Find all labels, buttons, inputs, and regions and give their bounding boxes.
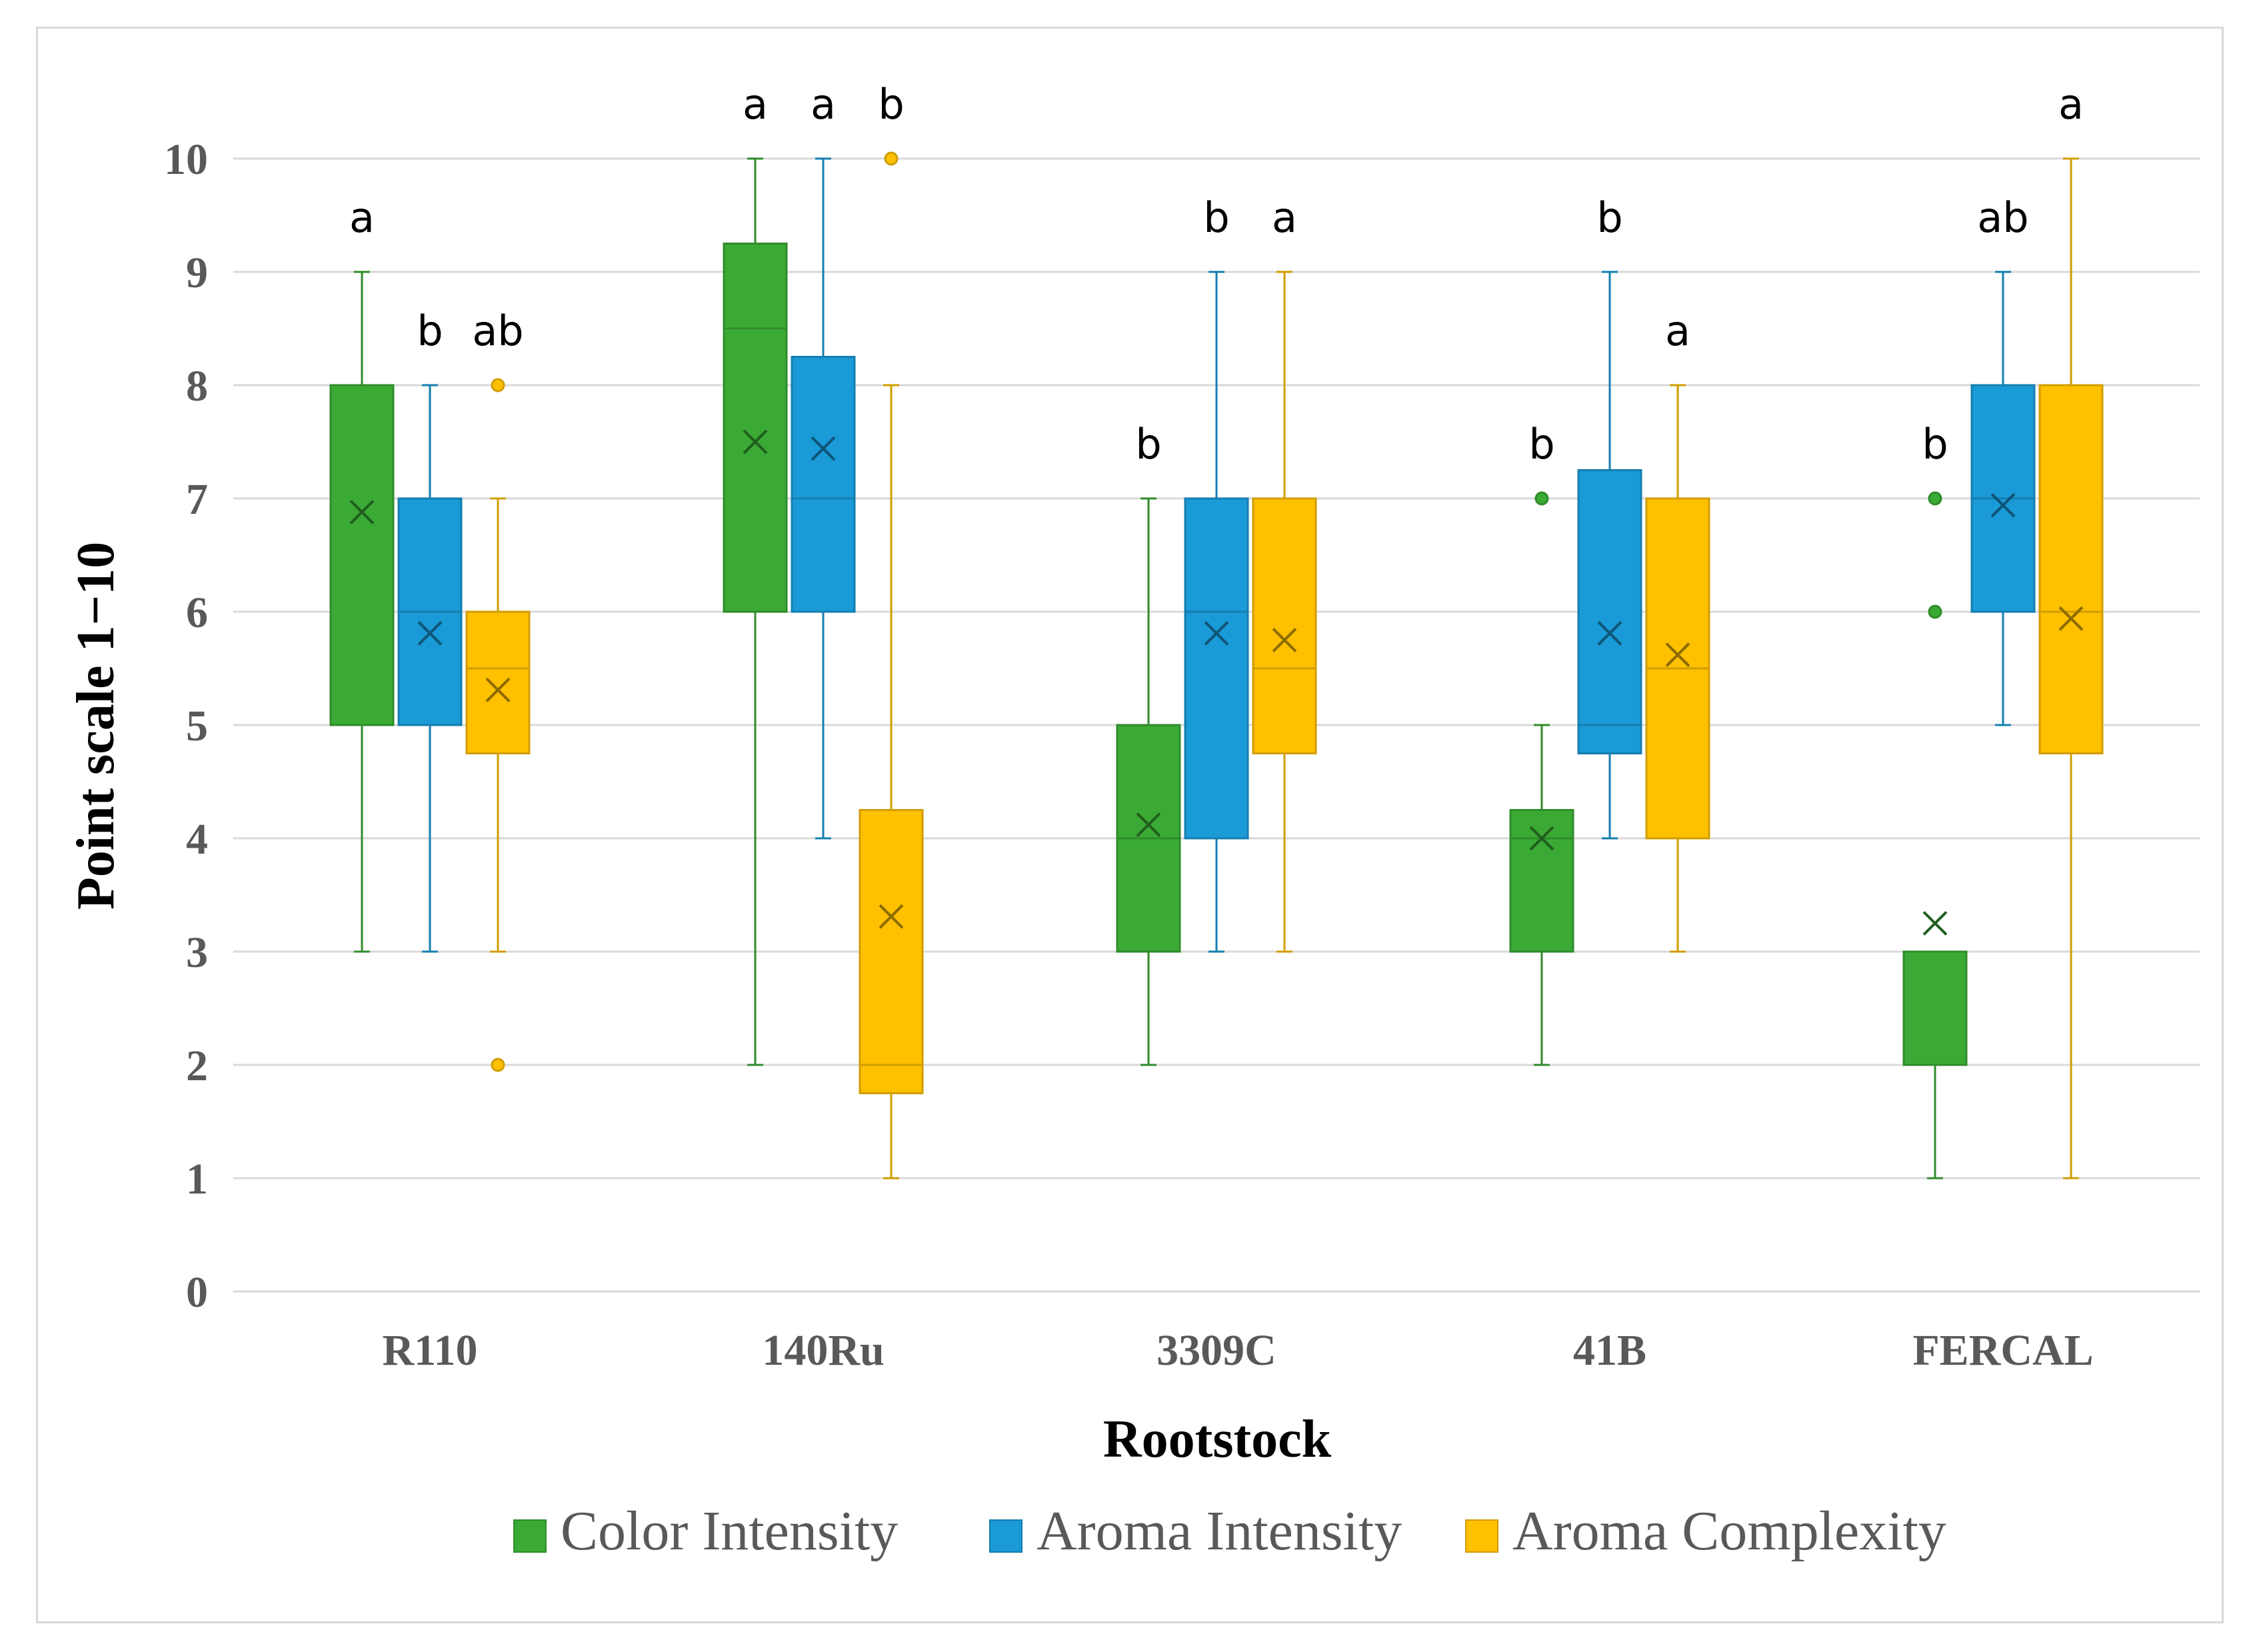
box-series [329,151,2104,1180]
x-tick-label: 140Ru [762,1326,884,1375]
significance-letter: a [743,80,768,129]
significance-letter: a [811,80,836,129]
y-tick-label: 4 [186,815,208,864]
box [1577,469,1642,754]
significance-letter: ab [1977,193,2028,242]
outlier-point [1928,604,1942,619]
box [1509,809,1574,953]
outlier-point [1928,491,1942,506]
mean-marker [485,677,511,702]
mean-marker [1922,911,1948,936]
mean-marker [417,620,443,646]
box [1902,950,1968,1066]
box [329,384,395,726]
y-axis-title: Point scale 1−10 [67,542,125,910]
outlier-point [491,1058,505,1072]
box [465,610,531,754]
box [723,243,788,613]
y-tick-label: 3 [186,928,208,977]
legend-item: Color Intensity [513,1500,898,1562]
outlier-point [1534,491,1549,506]
y-tick-label: 2 [186,1042,208,1090]
mean-marker [879,904,904,929]
legend-label: Aroma Intensity [1037,1500,1402,1562]
mean-marker [1990,492,2016,518]
outlier-point [884,151,899,166]
y-tick-label: 7 [186,475,208,524]
y-axis-ticks: 0 1 2 3 4 5 6 7 8 9 10 [164,135,208,1317]
significance-letter: a [1665,307,1690,355]
series-color-intensity [329,157,1968,1180]
significance-letter: b [1203,193,1229,242]
legend-swatch [1465,1519,1498,1553]
mean-marker [1272,628,1297,652]
mean-marker [811,436,836,461]
significance-letter: a [1272,193,1297,242]
x-tick-label: 3309C [1156,1326,1276,1375]
box [791,356,856,613]
mean-marker [1204,620,1229,646]
legend: Color Intensity Aroma Intensity Aroma Comp… [513,1500,1946,1562]
significance-letter: b [1922,420,1948,468]
box [1184,497,1249,840]
significance-letter: a [349,193,375,242]
significance-letter: b [878,80,904,129]
y-tick-label: 0 [186,1268,208,1317]
series-aroma-intensity [397,157,2036,953]
x-tick-label: FERCAL [1912,1326,2093,1375]
legend-label: Color Intensity [561,1500,898,1562]
x-tick-label: R110 [382,1326,477,1375]
outlier-point [491,378,505,393]
legend-label: Aroma Complexity [1512,1500,1946,1562]
significance-letter: b [1596,193,1622,242]
series-aroma-complexity [465,151,2104,1180]
box [1252,497,1317,754]
y-tick-label: 8 [186,362,208,411]
legend-swatch [513,1519,547,1553]
mean-marker [1665,642,1690,668]
mean-marker [2058,606,2084,631]
legend-item: Aroma Complexity [1465,1500,1946,1562]
y-tick-label: 5 [186,702,208,750]
y-tick-label: 9 [186,249,208,297]
x-axis-ticks: R110 140Ru 3309C 41B FERCAL [382,1326,2093,1375]
y-tick-label: 6 [186,588,208,637]
x-axis-title: Rootstock [1103,1410,1332,1469]
box [2038,384,2104,754]
significance-letter: b [417,307,443,355]
significance-letter: b [1528,420,1554,468]
significance-letter: a [2058,80,2084,129]
mean-marker [1529,826,1554,851]
box [859,809,924,1094]
legend-swatch [989,1519,1023,1553]
significance-letter: ab [472,307,523,355]
mean-marker [743,429,768,454]
mean-marker [349,499,375,524]
legend-item: Aroma Intensity [989,1500,1402,1562]
y-tick-label: 1 [186,1155,208,1204]
mean-marker [1136,812,1161,838]
y-tick-label: 10 [164,135,208,184]
x-tick-label: 41B [1573,1326,1646,1375]
mean-marker [1597,620,1622,646]
significance-letter: b [1135,420,1161,468]
